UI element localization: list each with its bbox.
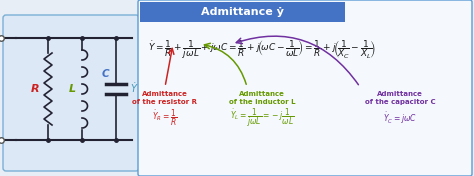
Text: Admittance: Admittance <box>239 91 285 97</box>
Text: Admittance: Admittance <box>142 91 188 97</box>
FancyBboxPatch shape <box>138 0 472 176</box>
Text: L: L <box>68 84 75 94</box>
Text: $\dot{Y}_R = \dfrac{1}{R}$: $\dot{Y}_R = \dfrac{1}{R}$ <box>152 108 178 128</box>
Text: Admittance ẏ: Admittance ẏ <box>201 7 284 17</box>
Text: R: R <box>31 84 39 94</box>
Text: Ẏ: Ẏ <box>130 84 136 94</box>
Bar <box>140 2 345 22</box>
Text: of the inductor L: of the inductor L <box>229 99 295 105</box>
Text: $\dot{Y}_L = \dfrac{1}{j\omega L} = -j\dfrac{1}{\omega L}$: $\dot{Y}_L = \dfrac{1}{j\omega L} = -j\d… <box>230 107 294 129</box>
Text: Admittance: Admittance <box>377 91 423 97</box>
FancyBboxPatch shape <box>3 15 139 171</box>
Text: of the resistor R: of the resistor R <box>133 99 198 105</box>
Text: C: C <box>101 69 109 79</box>
Text: of the capacitor C: of the capacitor C <box>365 99 435 105</box>
Text: $\dot{Y}_C = j\omega C$: $\dot{Y}_C = j\omega C$ <box>383 110 417 126</box>
Text: $\dot{Y} = \dfrac{1}{R} + \dfrac{1}{j\omega L} + j\omega C= \dfrac{1}{R} + j\!\l: $\dot{Y} = \dfrac{1}{R} + \dfrac{1}{j\om… <box>148 39 376 61</box>
